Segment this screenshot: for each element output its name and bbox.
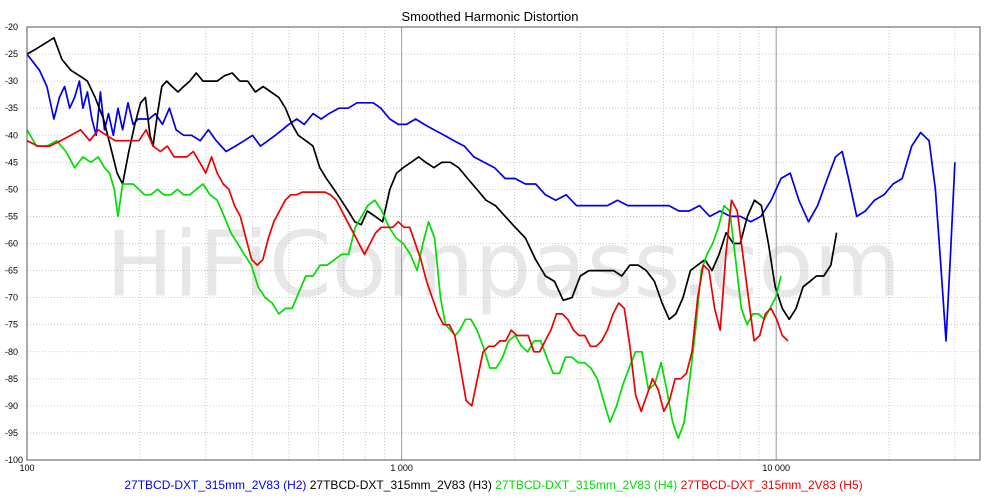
y-tick-label: -90 xyxy=(5,401,18,411)
y-tick-label: -85 xyxy=(5,374,18,384)
watermark: HiFiCompass.com xyxy=(106,212,901,317)
series-line-2 xyxy=(26,36,838,321)
y-tick-label: -50 xyxy=(5,184,18,194)
series-line-4 xyxy=(26,128,789,413)
legend-entry-3: 27TBCD-DXT_315mm_2V83 (H4) xyxy=(492,478,677,492)
y-tick-label: -80 xyxy=(5,347,18,357)
x-tick-label: 10 000 xyxy=(762,463,790,473)
y-tick-label: -45 xyxy=(5,157,18,167)
y-tick-label: -35 xyxy=(5,103,18,113)
legend: 27TBCD-DXT_315mm_2V83 (H2) 27TBCD-DXT_31… xyxy=(124,478,862,492)
x-tick-label: 100 xyxy=(19,463,34,473)
y-tick-label: -65 xyxy=(5,266,18,276)
x-tick-label: 1 000 xyxy=(390,463,413,473)
y-tick-label: -75 xyxy=(5,320,18,330)
y-tick-label: -40 xyxy=(5,130,18,140)
y-tick-label: -20 xyxy=(5,22,18,32)
y-tick-label: -100 xyxy=(5,455,23,465)
legend-entry-4: 27TBCD-DXT_315mm_2V83 (H5) xyxy=(677,478,862,492)
y-tick-label: -25 xyxy=(5,49,18,59)
chart-title: Smoothed Harmonic Distortion xyxy=(401,9,578,24)
y-tick-label: -55 xyxy=(5,211,18,221)
plot-area xyxy=(27,27,980,460)
y-tick-label: -30 xyxy=(5,76,18,86)
y-tick-label: -70 xyxy=(5,293,18,303)
y-tick-label: -60 xyxy=(5,239,18,249)
legend-entry-2: 27TBCD-DXT_315mm_2V83 (H3) xyxy=(306,478,491,492)
plot-frame xyxy=(26,26,981,461)
series-line-1 xyxy=(26,53,956,342)
legend-entry-1: 27TBCD-DXT_315mm_2V83 (H2) xyxy=(124,478,306,492)
y-tick-label: -95 xyxy=(5,428,18,438)
